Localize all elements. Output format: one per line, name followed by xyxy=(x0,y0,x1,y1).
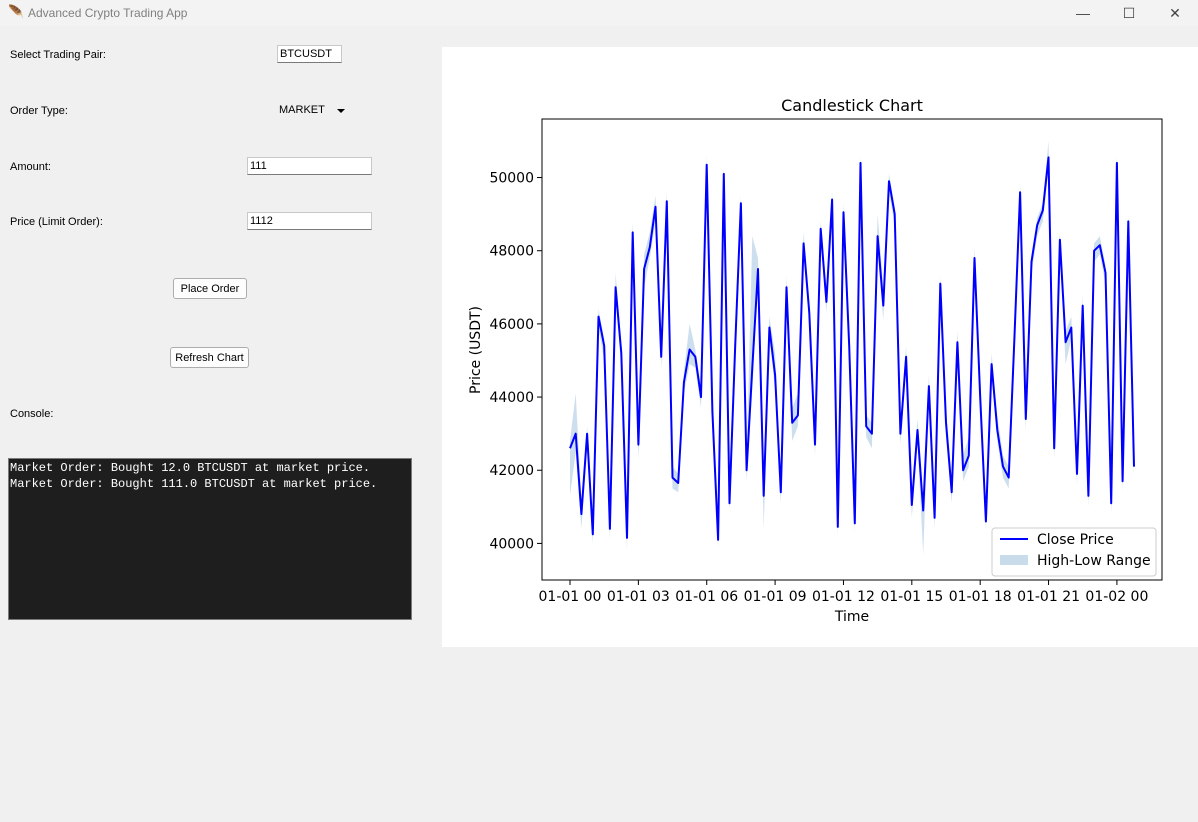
legend-range-label: High-Low Range xyxy=(1037,553,1151,569)
price-chart: Candlestick Chart 40000 42000 44000 46000 48… xyxy=(468,96,1163,625)
x-tick-label: 01-01 15 xyxy=(880,589,943,605)
price-input[interactable]: 1112 xyxy=(247,212,372,230)
price-label: Price (Limit Order): xyxy=(10,216,103,228)
legend: Close Price High-Low Range xyxy=(991,527,1157,577)
plot-frame xyxy=(541,118,1163,581)
y-tick-label: 42000 xyxy=(489,463,534,479)
x-tick-label: 01-02 00 xyxy=(1085,589,1148,605)
maximize-button[interactable]: ☐ xyxy=(1122,4,1136,21)
x-tick-label: 01-01 21 xyxy=(1017,589,1080,605)
x-axis-label: Time xyxy=(834,609,869,625)
x-tick-label: 01-01 18 xyxy=(949,589,1012,605)
close-button[interactable]: ✕ xyxy=(1169,4,1181,21)
legend-box xyxy=(991,527,1157,577)
x-tick-label: 01-01 03 xyxy=(607,589,670,605)
pair-label: Select Trading Pair: xyxy=(10,49,106,61)
console-label: Console: xyxy=(10,408,54,420)
amount-label: Amount: xyxy=(10,161,51,173)
console-output[interactable]: Market Order: Bought 12.0 BTCUSDT at mar… xyxy=(8,458,412,620)
y-axis-label: Price (USDT) xyxy=(468,306,484,394)
title-bar: 🪶 Advanced Crypto Trading App — ☐ ✕ xyxy=(0,0,1198,26)
chart-panel: Candlestick Chart 40000 42000 44000 46000 48… xyxy=(442,47,1198,647)
order-type-menu[interactable]: MARKET xyxy=(279,104,325,116)
y-tick-label: 40000 xyxy=(489,536,534,552)
window-title: Advanced Crypto Trading App xyxy=(28,6,188,20)
amount-input[interactable]: 111 xyxy=(247,157,372,175)
feather-icon: 🪶 xyxy=(8,4,25,19)
order-type-label: Order Type: xyxy=(10,105,68,117)
x-tick-label: 01-01 06 xyxy=(675,589,738,605)
y-tick-label: 46000 xyxy=(489,317,534,333)
pair-entry[interactable]: BTCUSDT xyxy=(277,45,342,63)
x-tick-label: 01-01 09 xyxy=(744,589,807,605)
close-price-line xyxy=(569,156,1135,541)
place-order-button[interactable]: Place Order xyxy=(173,278,247,299)
legend-close-label: Close Price xyxy=(1037,532,1114,548)
y-tick-label: 50000 xyxy=(489,171,534,187)
x-axis: 01-01 00 01-01 03 01-01 06 01-01 09 01-01 12… xyxy=(539,580,1148,605)
chart-title: Candlestick Chart xyxy=(781,96,923,115)
close-line-group xyxy=(569,156,1135,541)
minimize-button[interactable]: — xyxy=(1076,5,1090,21)
y-tick-label: 44000 xyxy=(489,390,534,406)
chevron-down-icon[interactable] xyxy=(337,109,345,113)
x-tick-label: 01-01 00 xyxy=(539,589,602,605)
legend-range-swatch xyxy=(1000,555,1028,565)
x-tick-label: 01-01 12 xyxy=(812,589,875,605)
y-axis: 40000 42000 44000 46000 48000 50000 xyxy=(489,171,542,552)
refresh-chart-button[interactable]: Refresh Chart xyxy=(170,347,249,368)
y-tick-label: 48000 xyxy=(489,244,534,260)
